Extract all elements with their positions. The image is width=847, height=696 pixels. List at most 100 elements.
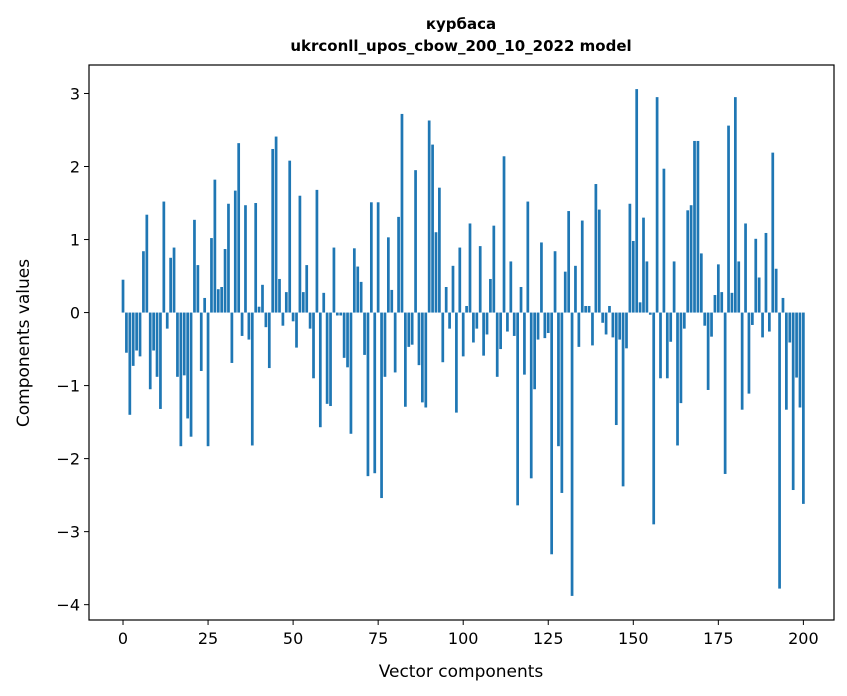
- bar-82: [400, 113, 404, 313]
- bar-62: [332, 247, 336, 313]
- bar-66: [346, 312, 349, 368]
- bar-184: [747, 312, 751, 394]
- bar-148: [625, 312, 628, 349]
- bar-22: [196, 265, 200, 313]
- bar-169: [696, 140, 700, 313]
- y-tick-label-7: 3: [70, 84, 80, 103]
- bar-101: [465, 305, 468, 313]
- y-tick-label-2: −2: [56, 450, 80, 469]
- chart-title-line2: ukrconll_upos_cbow_200_10_2022 model: [290, 37, 631, 55]
- bar-135: [580, 220, 584, 313]
- bar-39: [254, 203, 258, 313]
- x-axis-label: Vector components: [379, 662, 544, 682]
- bar-33: [233, 190, 237, 313]
- bar-111: [499, 312, 502, 350]
- bar-56: [312, 312, 315, 379]
- bar-31: [227, 203, 230, 313]
- bar-141: [601, 312, 605, 323]
- y-axis-label: Components values: [14, 259, 34, 427]
- bar-17: [179, 312, 183, 447]
- bar-109: [492, 225, 496, 313]
- bar-174: [713, 295, 717, 313]
- bar-167: [689, 205, 693, 313]
- bar-84: [407, 312, 411, 347]
- bar-116: [516, 312, 519, 506]
- bar-85: [410, 312, 414, 345]
- bar-37: [247, 312, 251, 340]
- bar-94: [441, 312, 445, 363]
- bar-112: [502, 156, 506, 313]
- x-tick-label-5: 125: [533, 629, 564, 648]
- bar-150: [631, 240, 635, 313]
- bar-122: [536, 312, 540, 340]
- bar-48: [284, 292, 288, 313]
- bar-19: [186, 312, 190, 419]
- bar-119: [526, 201, 530, 313]
- bar-170: [699, 253, 703, 313]
- bar-142: [604, 312, 608, 335]
- bar-106: [482, 312, 485, 356]
- bar-107: [485, 312, 489, 335]
- bar-159: [662, 168, 666, 313]
- bar-113: [506, 312, 509, 332]
- x-tick-label-8: 200: [788, 629, 819, 648]
- bar-188: [761, 312, 764, 338]
- bar-49: [288, 160, 292, 313]
- y-tick-label-6: 2: [70, 158, 80, 177]
- bar-186: [754, 238, 758, 313]
- bar-118: [523, 312, 526, 375]
- bar-197: [791, 312, 795, 491]
- bar-172: [706, 312, 710, 390]
- bar-76: [380, 312, 383, 499]
- y-tick-label-0: −4: [56, 596, 80, 615]
- bar-41: [261, 284, 264, 313]
- bar-195: [785, 312, 788, 410]
- bar-187: [757, 277, 761, 313]
- bar-193: [778, 312, 781, 589]
- bar-153: [642, 217, 645, 313]
- bar-13: [165, 312, 169, 329]
- bar-64: [339, 312, 343, 316]
- bar-131: [567, 211, 571, 313]
- bar-86: [414, 170, 417, 313]
- bar-103: [472, 312, 475, 343]
- bar-163: [676, 312, 679, 446]
- bar-3: [131, 312, 135, 366]
- bar-65: [342, 312, 346, 358]
- bar-117: [519, 287, 523, 313]
- bar-171: [703, 312, 707, 326]
- bar-71: [363, 312, 366, 355]
- bar-115: [512, 312, 516, 336]
- bar-44: [271, 148, 275, 313]
- bar-98: [455, 312, 458, 413]
- bar-183: [744, 223, 747, 313]
- bar-40: [257, 306, 261, 313]
- bar-104: [475, 312, 479, 329]
- bar-105: [478, 246, 482, 313]
- bar-21: [193, 219, 196, 313]
- bar-59: [322, 292, 326, 313]
- bar-58: [318, 312, 322, 428]
- bar-155: [648, 312, 652, 315]
- bar-154: [645, 261, 649, 313]
- bar-15: [172, 247, 176, 313]
- bar-4: [135, 312, 138, 351]
- bar-52: [298, 195, 302, 313]
- bar-130: [563, 271, 567, 313]
- bar-139: [594, 184, 598, 313]
- bar-51: [295, 312, 298, 348]
- bar-182: [740, 312, 744, 410]
- x-tick-label-6: 150: [618, 629, 649, 648]
- bar-100: [461, 312, 465, 357]
- bar-179: [730, 292, 734, 313]
- x-tick-label-7: 175: [703, 629, 734, 648]
- bar-151: [635, 89, 639, 313]
- bar-156: [652, 312, 656, 525]
- bar-126: [550, 312, 554, 555]
- bar-74: [373, 312, 377, 474]
- bar-83: [404, 312, 407, 407]
- y-tick-label-4: 0: [70, 304, 80, 323]
- bar-136: [584, 305, 588, 313]
- bar-73: [369, 202, 373, 313]
- bar-9: [152, 312, 155, 351]
